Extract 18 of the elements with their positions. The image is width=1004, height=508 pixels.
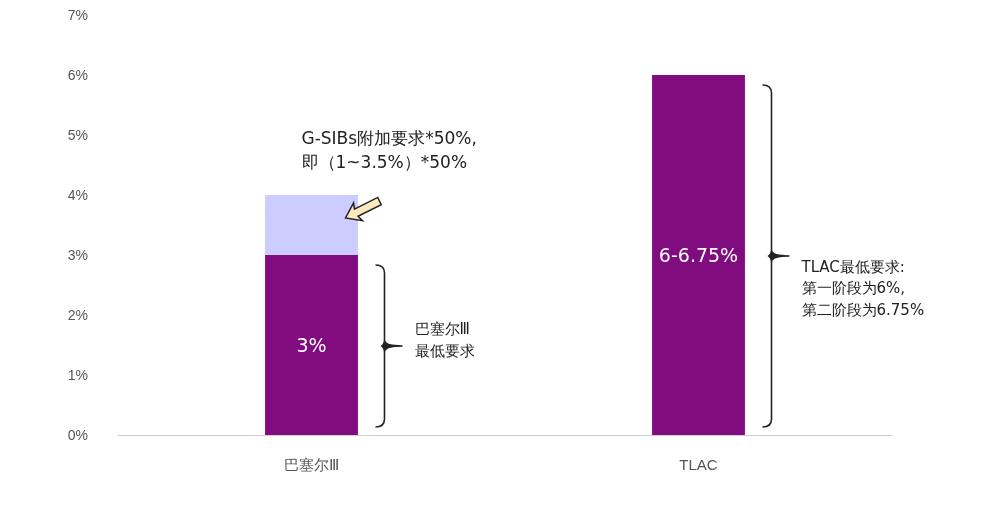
y-tick-label: 4%: [67, 187, 88, 203]
y-tick-label: 3%: [67, 247, 88, 263]
y-tick-label: 0%: [67, 427, 88, 443]
annotation: TLAC最低要求: 第一阶段为6%, 第二阶段为6.75%: [801, 256, 925, 321]
bar: [265, 195, 358, 255]
data-label: 3%: [296, 334, 327, 356]
annotation: G-SIBs附加要求*50%, 即（1~3.5%）*50%: [301, 126, 477, 175]
data-label: 6-6.75%: [658, 244, 739, 266]
annotation: 巴塞尔Ⅲ 最低要求: [414, 319, 475, 362]
bar: [652, 75, 745, 435]
y-tick-label: 1%: [67, 367, 88, 383]
y-tick-label: 7%: [67, 7, 88, 23]
y-tick-label: 6%: [67, 67, 88, 83]
y-tick-label: 2%: [67, 307, 88, 323]
y-tick-label: 5%: [67, 127, 88, 143]
x-tick-label: TLAC: [679, 456, 718, 473]
x-tick-label: 巴塞尔Ⅲ: [284, 456, 339, 473]
bar: [265, 255, 358, 435]
